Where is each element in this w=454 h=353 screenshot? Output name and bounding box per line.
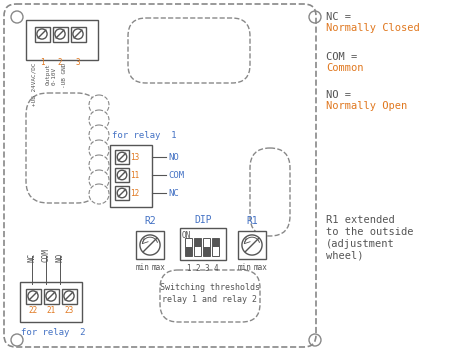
- Bar: [194, 238, 201, 256]
- Bar: [115, 150, 129, 164]
- Bar: [20, 282, 82, 322]
- Text: NC =: NC =: [326, 12, 351, 22]
- Circle shape: [55, 29, 65, 39]
- Text: 3: 3: [204, 264, 209, 273]
- Text: 13: 13: [130, 152, 139, 162]
- Text: NO: NO: [55, 253, 64, 262]
- Text: 1: 1: [186, 264, 191, 273]
- Circle shape: [89, 140, 109, 160]
- Text: 11: 11: [130, 170, 139, 179]
- Text: max: max: [254, 263, 268, 272]
- Text: COM: COM: [168, 170, 184, 179]
- Circle shape: [73, 29, 83, 39]
- Circle shape: [89, 95, 109, 115]
- Text: 2: 2: [195, 264, 200, 273]
- Circle shape: [89, 184, 109, 204]
- Bar: [238, 231, 266, 259]
- Circle shape: [28, 291, 38, 301]
- Bar: [115, 186, 129, 200]
- Text: R1 extended: R1 extended: [326, 215, 395, 225]
- Text: wheel): wheel): [326, 251, 364, 261]
- Text: 2: 2: [58, 58, 62, 67]
- Text: relay 1 and relay 2: relay 1 and relay 2: [163, 295, 257, 305]
- Bar: [110, 145, 152, 207]
- Text: Common: Common: [326, 63, 364, 73]
- Text: R1: R1: [246, 216, 258, 226]
- Bar: [53, 26, 68, 42]
- Text: 3: 3: [76, 58, 80, 67]
- Text: NO =: NO =: [326, 90, 351, 100]
- Circle shape: [117, 170, 127, 180]
- Bar: [44, 288, 59, 304]
- Circle shape: [64, 291, 74, 301]
- FancyBboxPatch shape: [26, 93, 99, 203]
- Text: Output
0-10V: Output 0-10V: [46, 63, 57, 85]
- Text: for relay  1: for relay 1: [112, 132, 177, 140]
- Circle shape: [117, 188, 127, 198]
- Text: R2: R2: [144, 216, 156, 226]
- Text: max: max: [152, 263, 166, 272]
- Circle shape: [89, 170, 109, 190]
- Bar: [70, 26, 85, 42]
- Text: ON: ON: [182, 231, 191, 240]
- Bar: [61, 288, 77, 304]
- Bar: [194, 239, 201, 247]
- Bar: [212, 238, 219, 256]
- Text: Normally Open: Normally Open: [326, 101, 407, 111]
- Text: to the outside: to the outside: [326, 227, 414, 237]
- Text: 23: 23: [64, 306, 74, 315]
- Text: Normally Closed: Normally Closed: [326, 23, 420, 33]
- Circle shape: [89, 110, 109, 130]
- Bar: [186, 247, 192, 256]
- Circle shape: [89, 125, 109, 145]
- Text: -UB GND: -UB GND: [62, 63, 67, 88]
- Text: 1: 1: [39, 58, 44, 67]
- Text: +UB 24VAC/DC: +UB 24VAC/DC: [32, 63, 37, 107]
- Text: Switching thresholds: Switching thresholds: [160, 282, 260, 292]
- Circle shape: [46, 291, 56, 301]
- Text: min: min: [238, 263, 252, 272]
- Circle shape: [89, 155, 109, 175]
- Text: DIP: DIP: [194, 215, 212, 225]
- Text: COM =: COM =: [326, 52, 357, 62]
- Bar: [203, 247, 209, 256]
- Bar: [115, 168, 129, 182]
- Text: NC: NC: [168, 189, 179, 197]
- Text: 22: 22: [28, 306, 38, 315]
- Bar: [180, 228, 226, 260]
- Bar: [212, 239, 218, 247]
- Bar: [136, 231, 164, 259]
- Circle shape: [37, 29, 47, 39]
- Bar: [203, 238, 210, 256]
- Text: 12: 12: [130, 189, 139, 197]
- Text: (adjustment: (adjustment: [326, 239, 395, 249]
- Text: 21: 21: [46, 306, 56, 315]
- Text: NO: NO: [168, 152, 179, 162]
- Circle shape: [117, 152, 127, 162]
- Text: 4: 4: [213, 264, 218, 273]
- Circle shape: [140, 235, 160, 255]
- Bar: [26, 20, 98, 60]
- Text: NC: NC: [28, 253, 36, 262]
- Text: min: min: [136, 263, 150, 272]
- Bar: [185, 238, 192, 256]
- Circle shape: [242, 235, 262, 255]
- Text: for relay  2: for relay 2: [21, 328, 85, 337]
- Bar: [25, 288, 40, 304]
- Bar: [35, 26, 49, 42]
- Text: COM: COM: [41, 248, 50, 262]
